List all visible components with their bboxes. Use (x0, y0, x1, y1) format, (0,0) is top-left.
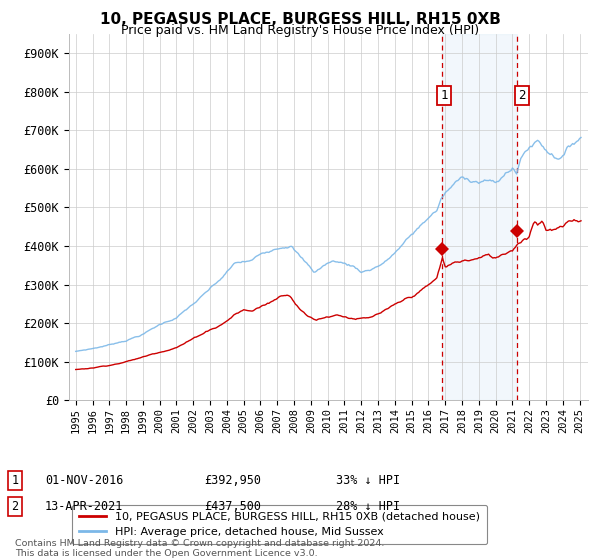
Text: Price paid vs. HM Land Registry's House Price Index (HPI): Price paid vs. HM Land Registry's House … (121, 24, 479, 36)
Legend: 10, PEGASUS PLACE, BURGESS HILL, RH15 0XB (detached house), HPI: Average price, : 10, PEGASUS PLACE, BURGESS HILL, RH15 0X… (72, 505, 487, 544)
Text: £437,500: £437,500 (204, 500, 261, 514)
Text: 1: 1 (440, 89, 448, 102)
Bar (442, 34, 517, 400)
Text: 10, PEGASUS PLACE, BURGESS HILL, RH15 0XB: 10, PEGASUS PLACE, BURGESS HILL, RH15 0X… (100, 12, 500, 27)
Text: 2: 2 (518, 89, 526, 102)
Text: Contains HM Land Registry data © Crown copyright and database right 2024.
This d: Contains HM Land Registry data © Crown c… (15, 539, 385, 558)
Text: 28% ↓ HPI: 28% ↓ HPI (336, 500, 400, 514)
Text: 2: 2 (11, 500, 19, 514)
Text: 01-NOV-2016: 01-NOV-2016 (45, 474, 124, 487)
Text: 13-APR-2021: 13-APR-2021 (45, 500, 124, 514)
Text: 33% ↓ HPI: 33% ↓ HPI (336, 474, 400, 487)
Text: 1: 1 (11, 474, 19, 487)
Text: £392,950: £392,950 (204, 474, 261, 487)
